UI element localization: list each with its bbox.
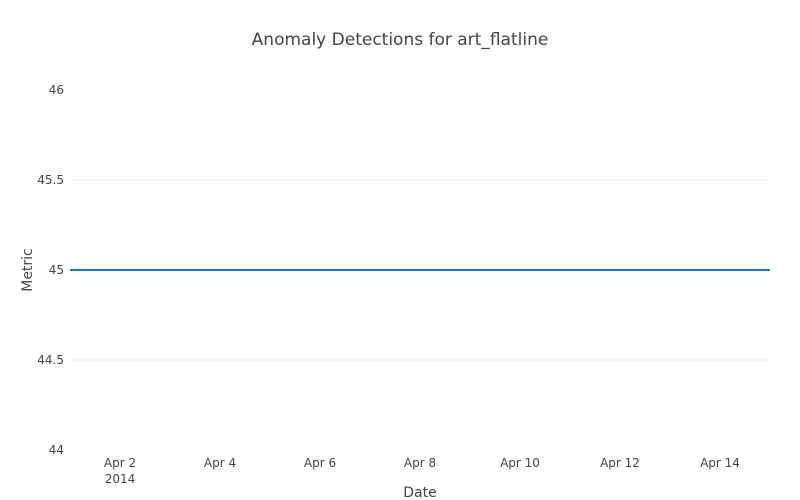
y-tick-label: 46 [49, 83, 64, 97]
y-axis-title: Metric [20, 248, 36, 292]
y-tick-label: 44 [49, 443, 64, 457]
x-tick-label: Apr 2 [104, 456, 136, 470]
chart-title: Anomaly Detections for art_flatline [252, 30, 549, 50]
x-tick-label: Apr 10 [500, 456, 540, 470]
x-axis-ticks: Apr 2 2014 Apr 4 Apr 6 Apr 8 Apr 10 Apr 12 Apr … [104, 456, 740, 486]
x-tick-label: Apr 14 [700, 456, 740, 470]
x-tick-label: Apr 8 [404, 456, 436, 470]
x-tick-label: Apr 12 [600, 456, 640, 470]
x-axis-title: Date [403, 485, 436, 500]
x-tick-label: Apr 6 [304, 456, 336, 470]
y-tick-label: 45.5 [37, 173, 64, 187]
y-tick-label: 45 [49, 263, 64, 277]
y-axis-ticks: 44 44.5 45 45.5 46 [37, 83, 64, 457]
y-tick-label: 44.5 [37, 353, 64, 367]
x-tick-label: Apr 4 [204, 456, 236, 470]
x-tick-sublabel: 2014 [105, 472, 136, 486]
